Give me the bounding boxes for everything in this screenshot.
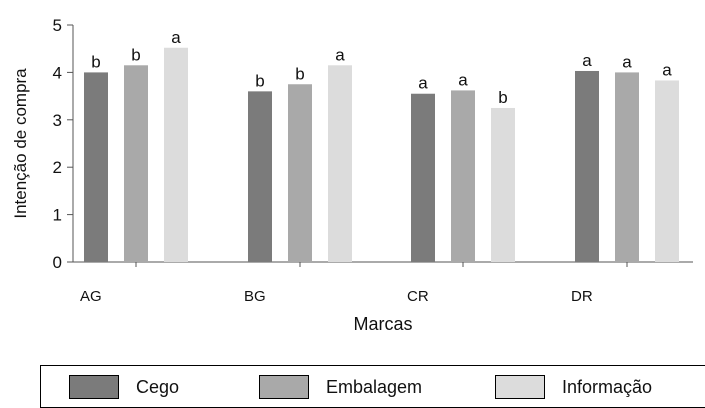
bar-chart: 0 1 2 3 4 5 Intenção de compra b b a AG b b a BG a a b CR a… [11, 16, 693, 334]
x-tick-label: AG [80, 288, 102, 305]
bar-significance-label: a [418, 74, 428, 93]
bar-significance-label: a [662, 60, 672, 79]
legend-swatch-informacao [495, 375, 545, 399]
y-axis-title: Intenção de compra [11, 68, 30, 219]
bar [288, 84, 312, 262]
bar-significance-label: a [335, 45, 345, 64]
legend-label-informacao: Informação [562, 376, 653, 397]
bar-significance-label: b [498, 88, 507, 107]
bar [491, 107, 515, 262]
bar [655, 80, 679, 262]
y-tick-label: 5 [53, 16, 62, 35]
legend-item-informacao: Informação [495, 374, 652, 400]
y-tick-label: 4 [53, 63, 62, 82]
x-tick-label: BG [244, 288, 266, 305]
y-tick-label: 0 [53, 253, 62, 272]
bar-significance-label: b [131, 45, 140, 64]
y-tick-label: 3 [53, 111, 62, 130]
legend-item-cego: Cego [69, 374, 179, 400]
bar-significance-label: b [91, 52, 100, 71]
bar [411, 93, 435, 262]
bar-significance-label: b [295, 64, 304, 83]
bar [615, 72, 639, 263]
bar-significance-label: a [458, 70, 468, 89]
bar-significance-label: a [582, 51, 592, 70]
y-tick-label: 1 [53, 206, 62, 225]
bar-significance-label: a [171, 28, 181, 47]
legend-label-cego: Cego [136, 376, 180, 397]
legend: Cego Embalagem Informação [40, 365, 705, 408]
legend-item-embalagem: Embalagem [259, 374, 422, 400]
y-tick-label: 2 [53, 158, 62, 177]
bar [164, 47, 188, 262]
x-tick-label: DR [571, 288, 593, 305]
legend-swatch-cego [69, 375, 119, 399]
x-tick-label: CR [407, 288, 429, 305]
legend-label-embalagem: Embalagem [326, 376, 423, 397]
bar [124, 65, 148, 262]
x-axis-title: Marcas [353, 314, 412, 334]
bar [328, 65, 352, 262]
bar [84, 72, 108, 263]
bar [451, 90, 475, 262]
bar-significance-label: b [255, 71, 264, 90]
bar [248, 91, 272, 262]
bar [575, 70, 599, 262]
legend-swatch-embalagem [259, 375, 309, 399]
bar-significance-label: a [622, 52, 632, 71]
